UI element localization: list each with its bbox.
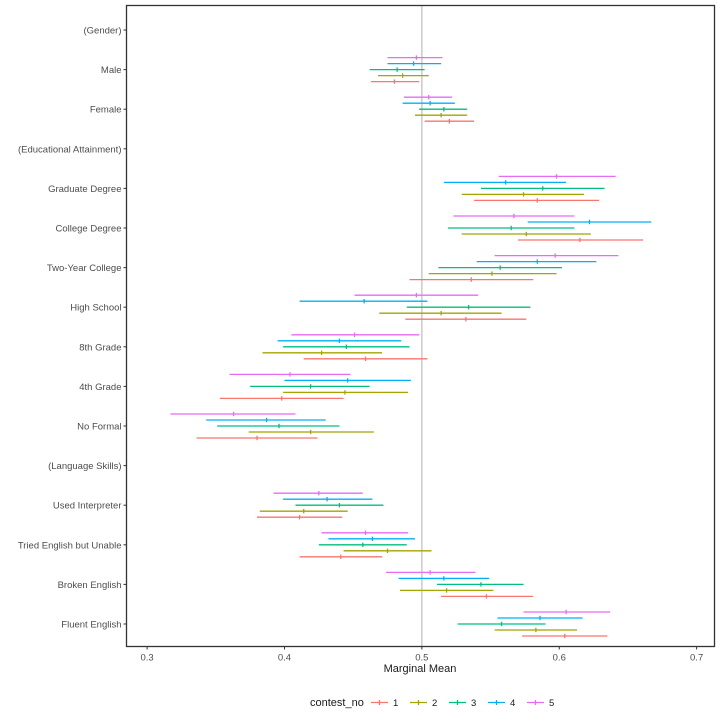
y-tick-label: 4th Grade (79, 382, 121, 393)
y-tick-label: 8th Grade (79, 342, 121, 353)
x-tick-label: 0.3 (140, 653, 153, 664)
legend-item-3: 3 (449, 698, 476, 709)
series-3 (217, 67, 605, 627)
y-tick-label: College Degree (55, 224, 121, 235)
y-axis: (Gender) Male Female (Educational Attainmen… (18, 26, 127, 631)
legend-item-1: 1 (371, 698, 398, 709)
legend-label: 4 (510, 698, 515, 709)
y-tick-label: (Gender) (83, 26, 121, 37)
x-tick-label: 0.4 (278, 653, 291, 664)
legend-label: 2 (432, 698, 437, 709)
y-tick-label: No Formal (77, 422, 121, 433)
legend-item-5: 5 (527, 698, 554, 709)
legend-label: 1 (393, 698, 398, 709)
y-tick-label: (Educational Attainment) (18, 144, 122, 155)
y-tick-label: Tried English but Unable (18, 540, 122, 551)
y-tick-label: Broken English (58, 580, 122, 591)
legend-label: 5 (549, 698, 554, 709)
series-2 (248, 73, 591, 633)
legend: contest_no 1 2 3 4 5 (310, 697, 554, 709)
y-tick-label: Graduate Degree (48, 184, 121, 195)
y-tick-label: (Language Skills) (48, 461, 121, 472)
y-tick-label: Male (101, 65, 122, 76)
x-tick-label: 0.7 (690, 653, 703, 664)
series-5 (170, 55, 619, 615)
series-4 (206, 61, 652, 621)
series-layer (170, 55, 652, 639)
y-tick-label: Fluent English (61, 620, 121, 631)
legend-item-2: 2 (410, 698, 437, 709)
x-tick-label: 0.6 (553, 653, 566, 664)
legend-label: 3 (471, 698, 476, 709)
legend-item-4: 4 (488, 698, 515, 709)
x-tick-label: 0.5 (415, 653, 428, 664)
legend-title: contest_no (310, 697, 364, 709)
x-axis: 0.3 0.4 0.5 0.6 0.7 (140, 646, 703, 664)
y-tick-label: Female (90, 105, 122, 116)
panel-border (125, 4, 716, 648)
y-tick-label: Two-Year College (47, 263, 122, 274)
y-tick-label: High School (70, 303, 121, 314)
y-tick-label: Used Interpreter (53, 501, 122, 512)
x-axis-title: Marginal Mean (384, 663, 457, 675)
series-1 (196, 79, 644, 639)
